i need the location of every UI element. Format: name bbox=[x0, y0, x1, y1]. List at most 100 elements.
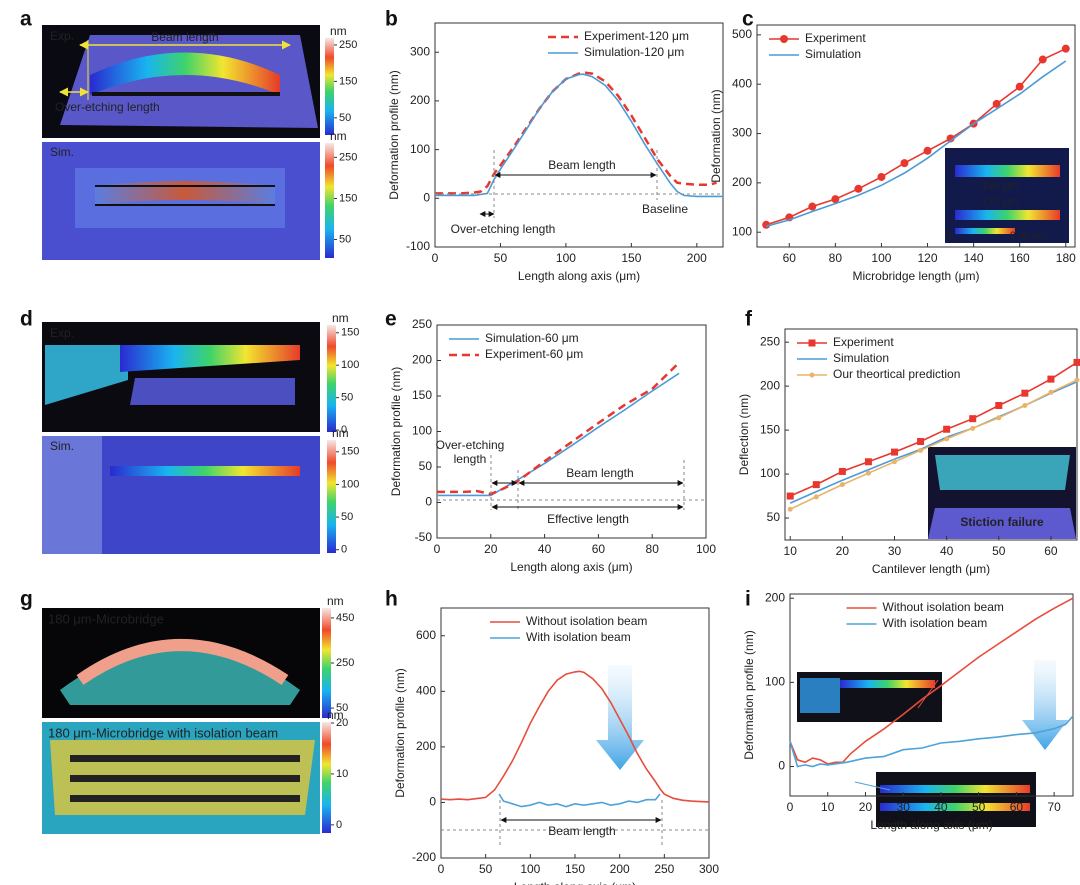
x-tick-label: 40 bbox=[538, 542, 552, 556]
panel-label: g bbox=[20, 588, 33, 611]
data-point bbox=[892, 459, 897, 465]
data-point bbox=[970, 425, 976, 431]
x-axis-label: Length along axis (μm) bbox=[510, 560, 632, 574]
x-tick-label: 60 bbox=[1010, 800, 1024, 814]
colorbar-tick-label: 150 bbox=[341, 446, 359, 458]
colorbar bbox=[325, 38, 334, 135]
y-tick-label: 100 bbox=[410, 142, 430, 156]
colorbar-tick-label: 50 bbox=[339, 112, 351, 124]
x-tick-label: 120 bbox=[918, 251, 938, 265]
plot-frame bbox=[784, 328, 1078, 541]
y-tick-label: 0 bbox=[425, 495, 432, 509]
y-axis-label: Deformation profile (nm) bbox=[393, 668, 407, 797]
x-tick-label: 0 bbox=[434, 542, 441, 556]
x-tick-label: 60 bbox=[1044, 544, 1058, 558]
colorbar bbox=[322, 722, 331, 833]
colorbar-unit: nm bbox=[330, 129, 347, 143]
data-line bbox=[789, 715, 1074, 768]
data-point bbox=[865, 470, 871, 476]
x-tick-label: 50 bbox=[992, 544, 1006, 558]
y-tick-label: 50 bbox=[767, 510, 781, 524]
y-tick-label: 500 bbox=[732, 27, 752, 41]
y-tick-label: 200 bbox=[760, 378, 780, 392]
legend-label: With isolation beam bbox=[526, 630, 631, 644]
data-point bbox=[838, 467, 846, 475]
data-point bbox=[992, 99, 1001, 108]
x-tick-label: 100 bbox=[556, 251, 576, 265]
panel-label: c bbox=[742, 8, 754, 31]
data-point bbox=[1073, 358, 1080, 366]
y-tick-label: 200 bbox=[416, 739, 436, 753]
x-tick-label: 200 bbox=[687, 251, 707, 265]
y-tick-label: 200 bbox=[765, 590, 785, 604]
chart: 10 20 30 40 50 60 50 100 150 200 250 Cantilever len… bbox=[737, 328, 1080, 576]
data-line bbox=[498, 793, 661, 808]
x-tick-label: 0 bbox=[432, 251, 439, 265]
inset-label: 0.46 μm bbox=[1010, 231, 1046, 242]
image-label: 180 μm-Microbridge with isolation beam bbox=[48, 725, 278, 740]
image-panels bbox=[42, 25, 320, 834]
y-tick-label: 150 bbox=[412, 388, 432, 402]
annotation: Over-etching bbox=[436, 438, 505, 452]
y-tick-label: 0 bbox=[429, 795, 436, 809]
colorbar-tick-label: 50 bbox=[339, 233, 351, 245]
y-axis-label: Deformation (nm) bbox=[709, 89, 723, 182]
panel-label: f bbox=[745, 308, 753, 331]
chart: 0 10 20 30 40 50 60 70 0 100 200 Length along axis … bbox=[742, 590, 1074, 832]
colorbar-tick-label: 10 bbox=[336, 768, 348, 780]
colorbar-tick-label: 450 bbox=[336, 612, 354, 624]
annotation: Beam length bbox=[548, 158, 615, 172]
x-tick-label: 20 bbox=[484, 542, 498, 556]
legend-label: Experiment-120 μm bbox=[584, 29, 689, 43]
x-tick-label: 300 bbox=[699, 862, 719, 876]
data-point bbox=[877, 172, 886, 181]
data-line bbox=[765, 47, 1067, 226]
y-tick-label: 400 bbox=[732, 76, 752, 90]
inset-label: 170 μm bbox=[982, 196, 1019, 208]
x-tick-label: 140 bbox=[964, 251, 984, 265]
y-tick-label: 100 bbox=[412, 424, 432, 438]
y-axis-label: Deformation profile (nm) bbox=[742, 630, 756, 759]
x-tick-label: 200 bbox=[610, 862, 630, 876]
panel-label: i bbox=[745, 588, 751, 611]
y-tick-label: 250 bbox=[760, 334, 780, 348]
data-point bbox=[995, 401, 1003, 409]
x-tick-label: 60 bbox=[783, 251, 797, 265]
colorbar-tick-label: 50 bbox=[336, 702, 348, 714]
x-tick-label: 20 bbox=[859, 800, 873, 814]
colorbar-unit: nm bbox=[332, 311, 349, 325]
data-point bbox=[762, 220, 771, 229]
colorbar-tick-label: 250 bbox=[339, 39, 357, 51]
annotation: Beam length bbox=[566, 466, 633, 480]
colorbar-unit: nm bbox=[327, 708, 344, 722]
x-axis-label: Length along axis (μm) bbox=[518, 269, 640, 283]
colorbar-tick-label: 250 bbox=[336, 657, 354, 669]
colorbar-unit: nm bbox=[332, 426, 349, 440]
panel-label: a bbox=[20, 8, 32, 31]
y-axis-label: Deflection (nm) bbox=[737, 394, 751, 475]
x-tick-label: 10 bbox=[784, 544, 798, 558]
data-line bbox=[789, 597, 1074, 765]
data-point bbox=[808, 202, 817, 211]
data-point bbox=[787, 506, 793, 512]
data-point bbox=[1061, 44, 1070, 53]
legend-label: Without isolation beam bbox=[526, 614, 647, 628]
legend-label: Simulation bbox=[805, 47, 861, 61]
legend-label: Simulation bbox=[833, 351, 889, 365]
x-axis-label: Cantilever length (μm) bbox=[872, 562, 990, 576]
x-tick-label: 30 bbox=[888, 544, 902, 558]
x-tick-label: 40 bbox=[940, 544, 954, 558]
data-point bbox=[864, 458, 872, 466]
data-point bbox=[812, 481, 820, 489]
image-label: Sim. bbox=[50, 145, 74, 159]
annotation: Effective length bbox=[547, 512, 629, 526]
inset-label: Stiction failure bbox=[960, 515, 1044, 529]
panel-label: h bbox=[385, 588, 398, 611]
colorbar-unit: nm bbox=[330, 24, 347, 38]
inset-label: 180 μm bbox=[982, 180, 1019, 192]
plot-frame bbox=[789, 593, 1074, 797]
y-tick-label: 50 bbox=[419, 459, 433, 473]
x-tick-label: 150 bbox=[621, 251, 641, 265]
data-point bbox=[831, 195, 840, 204]
legend-label: Experiment-60 μm bbox=[485, 347, 583, 361]
